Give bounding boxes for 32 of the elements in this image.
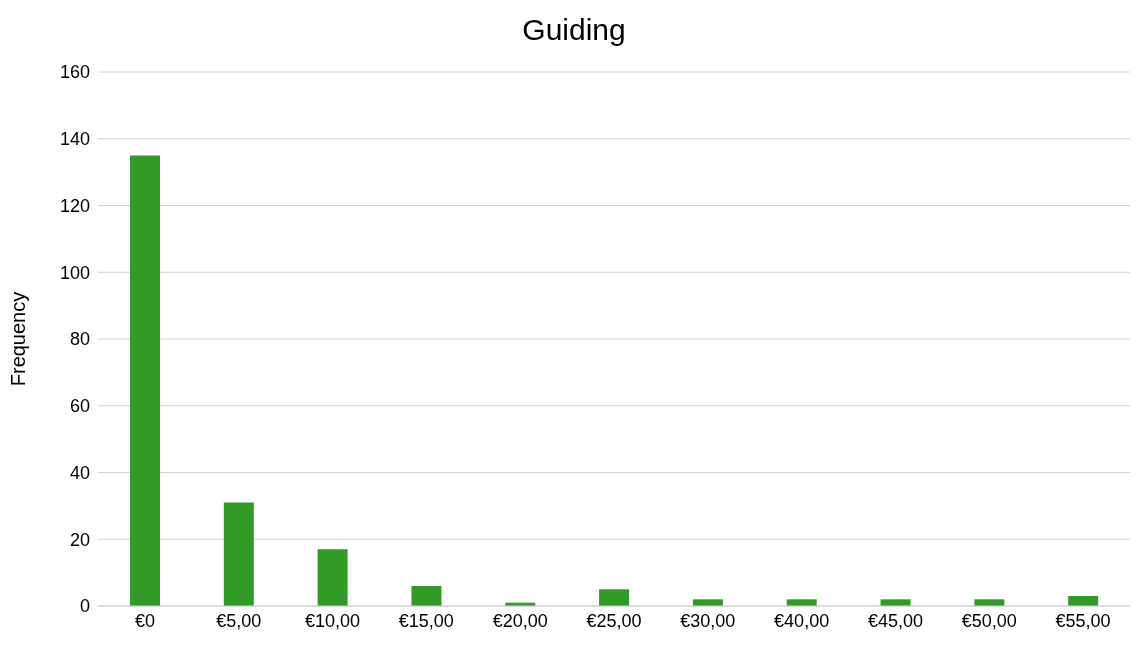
x-tick-label: €5,00 (216, 610, 262, 631)
y-tick-label: 40 (69, 462, 90, 483)
x-tick-label: €45,00 (867, 610, 923, 631)
y-tick-label: 120 (59, 195, 90, 216)
y-tick-label: 140 (59, 129, 90, 150)
bar (599, 589, 630, 606)
y-tick-label: 80 (69, 329, 90, 350)
bar (1068, 595, 1099, 606)
x-tick-label: €25,00 (586, 610, 642, 631)
x-tick-label: €50,00 (961, 610, 1017, 631)
x-tick-label: €10,00 (305, 610, 361, 631)
bar (786, 599, 817, 606)
y-tick-label: 20 (69, 529, 90, 550)
y-tick-label: 0 (79, 596, 90, 617)
x-tick-label: €40,00 (774, 610, 830, 631)
y-tick-label: 160 (59, 62, 90, 83)
bar (317, 549, 348, 606)
bar (692, 599, 723, 606)
bar (880, 599, 911, 606)
y-axis-title: Frequency (7, 291, 30, 387)
x-tick-label: €20,00 (492, 610, 548, 631)
x-tick-label: €30,00 (680, 610, 736, 631)
bar (974, 599, 1005, 606)
bar (223, 502, 254, 606)
chart-title: Guiding (521, 12, 627, 48)
x-tick-label: €15,00 (398, 610, 454, 631)
x-tick-label: €0 (134, 610, 155, 631)
bar (411, 585, 442, 606)
y-tick-label: 60 (69, 396, 90, 417)
x-tick-label: €55,00 (1055, 610, 1111, 631)
bar (130, 155, 160, 606)
y-tick-label: 100 (59, 262, 90, 283)
